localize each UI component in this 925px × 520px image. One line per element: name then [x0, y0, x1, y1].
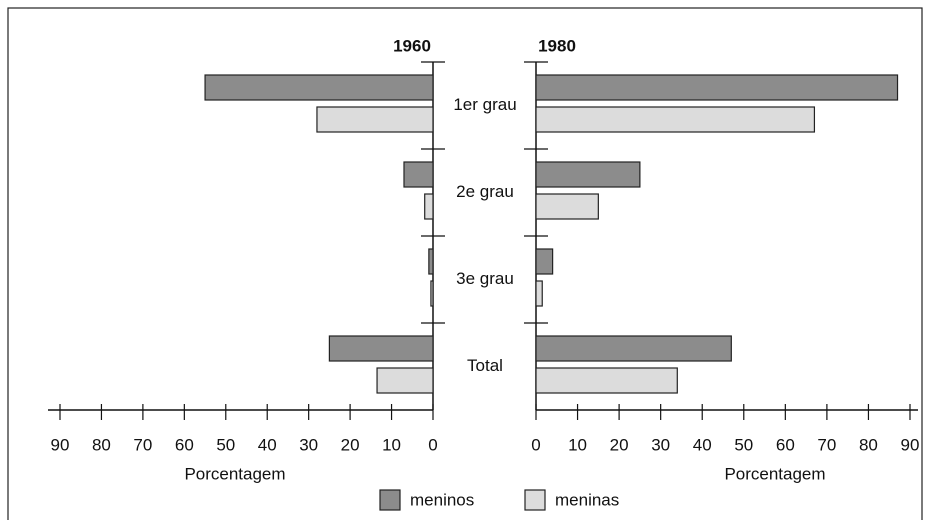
- x-tick-label: 80: [859, 435, 878, 454]
- x-tick-label: 30: [299, 435, 318, 454]
- category-label: Total: [467, 356, 503, 375]
- x-tick-label: 90: [51, 435, 70, 454]
- x-tick-label: 70: [133, 435, 152, 454]
- bar: [535, 280, 543, 307]
- x-tick-label: 30: [651, 435, 670, 454]
- bar: [535, 74, 899, 101]
- x-tick-label: 40: [258, 435, 277, 454]
- legend-swatch: [524, 489, 546, 511]
- bar: [403, 161, 434, 188]
- x-axis-label: Porcentagem: [724, 464, 825, 483]
- category-label: 2e grau: [456, 182, 514, 201]
- bar: [535, 161, 641, 188]
- x-tick-label: 10: [382, 435, 401, 454]
- panel-title: 1960: [393, 36, 431, 55]
- bar: [535, 248, 554, 275]
- bar: [376, 367, 434, 394]
- bar: [328, 335, 434, 362]
- category-label: 1er grau: [453, 95, 516, 114]
- x-tick-label: 40: [693, 435, 712, 454]
- legend-label: meninas: [555, 490, 619, 509]
- x-tick-label: 0: [428, 435, 437, 454]
- x-tick-label: 50: [216, 435, 235, 454]
- legend-label: meninos: [410, 490, 474, 509]
- bar: [428, 248, 434, 275]
- x-tick-label: 10: [568, 435, 587, 454]
- bar: [430, 280, 434, 307]
- x-tick-label: 50: [734, 435, 753, 454]
- x-tick-label: 60: [776, 435, 795, 454]
- x-tick-label: 70: [817, 435, 836, 454]
- x-tick-label: 60: [175, 435, 194, 454]
- bar: [424, 193, 434, 220]
- bar: [535, 193, 599, 220]
- panel-title: 1980: [538, 36, 576, 55]
- x-tick-label: 20: [341, 435, 360, 454]
- category-label: 3e grau: [456, 269, 514, 288]
- x-tick-label: 90: [901, 435, 920, 454]
- x-tick-label: 0: [531, 435, 540, 454]
- x-tick-label: 80: [92, 435, 111, 454]
- bar: [316, 106, 434, 133]
- bar: [535, 106, 816, 133]
- legend-swatch: [379, 489, 401, 511]
- bar: [204, 74, 434, 101]
- bar: [535, 335, 732, 362]
- x-axis-label: Porcentagem: [184, 464, 285, 483]
- x-tick-label: 20: [610, 435, 629, 454]
- bar: [535, 367, 678, 394]
- frame: [7, 7, 923, 520]
